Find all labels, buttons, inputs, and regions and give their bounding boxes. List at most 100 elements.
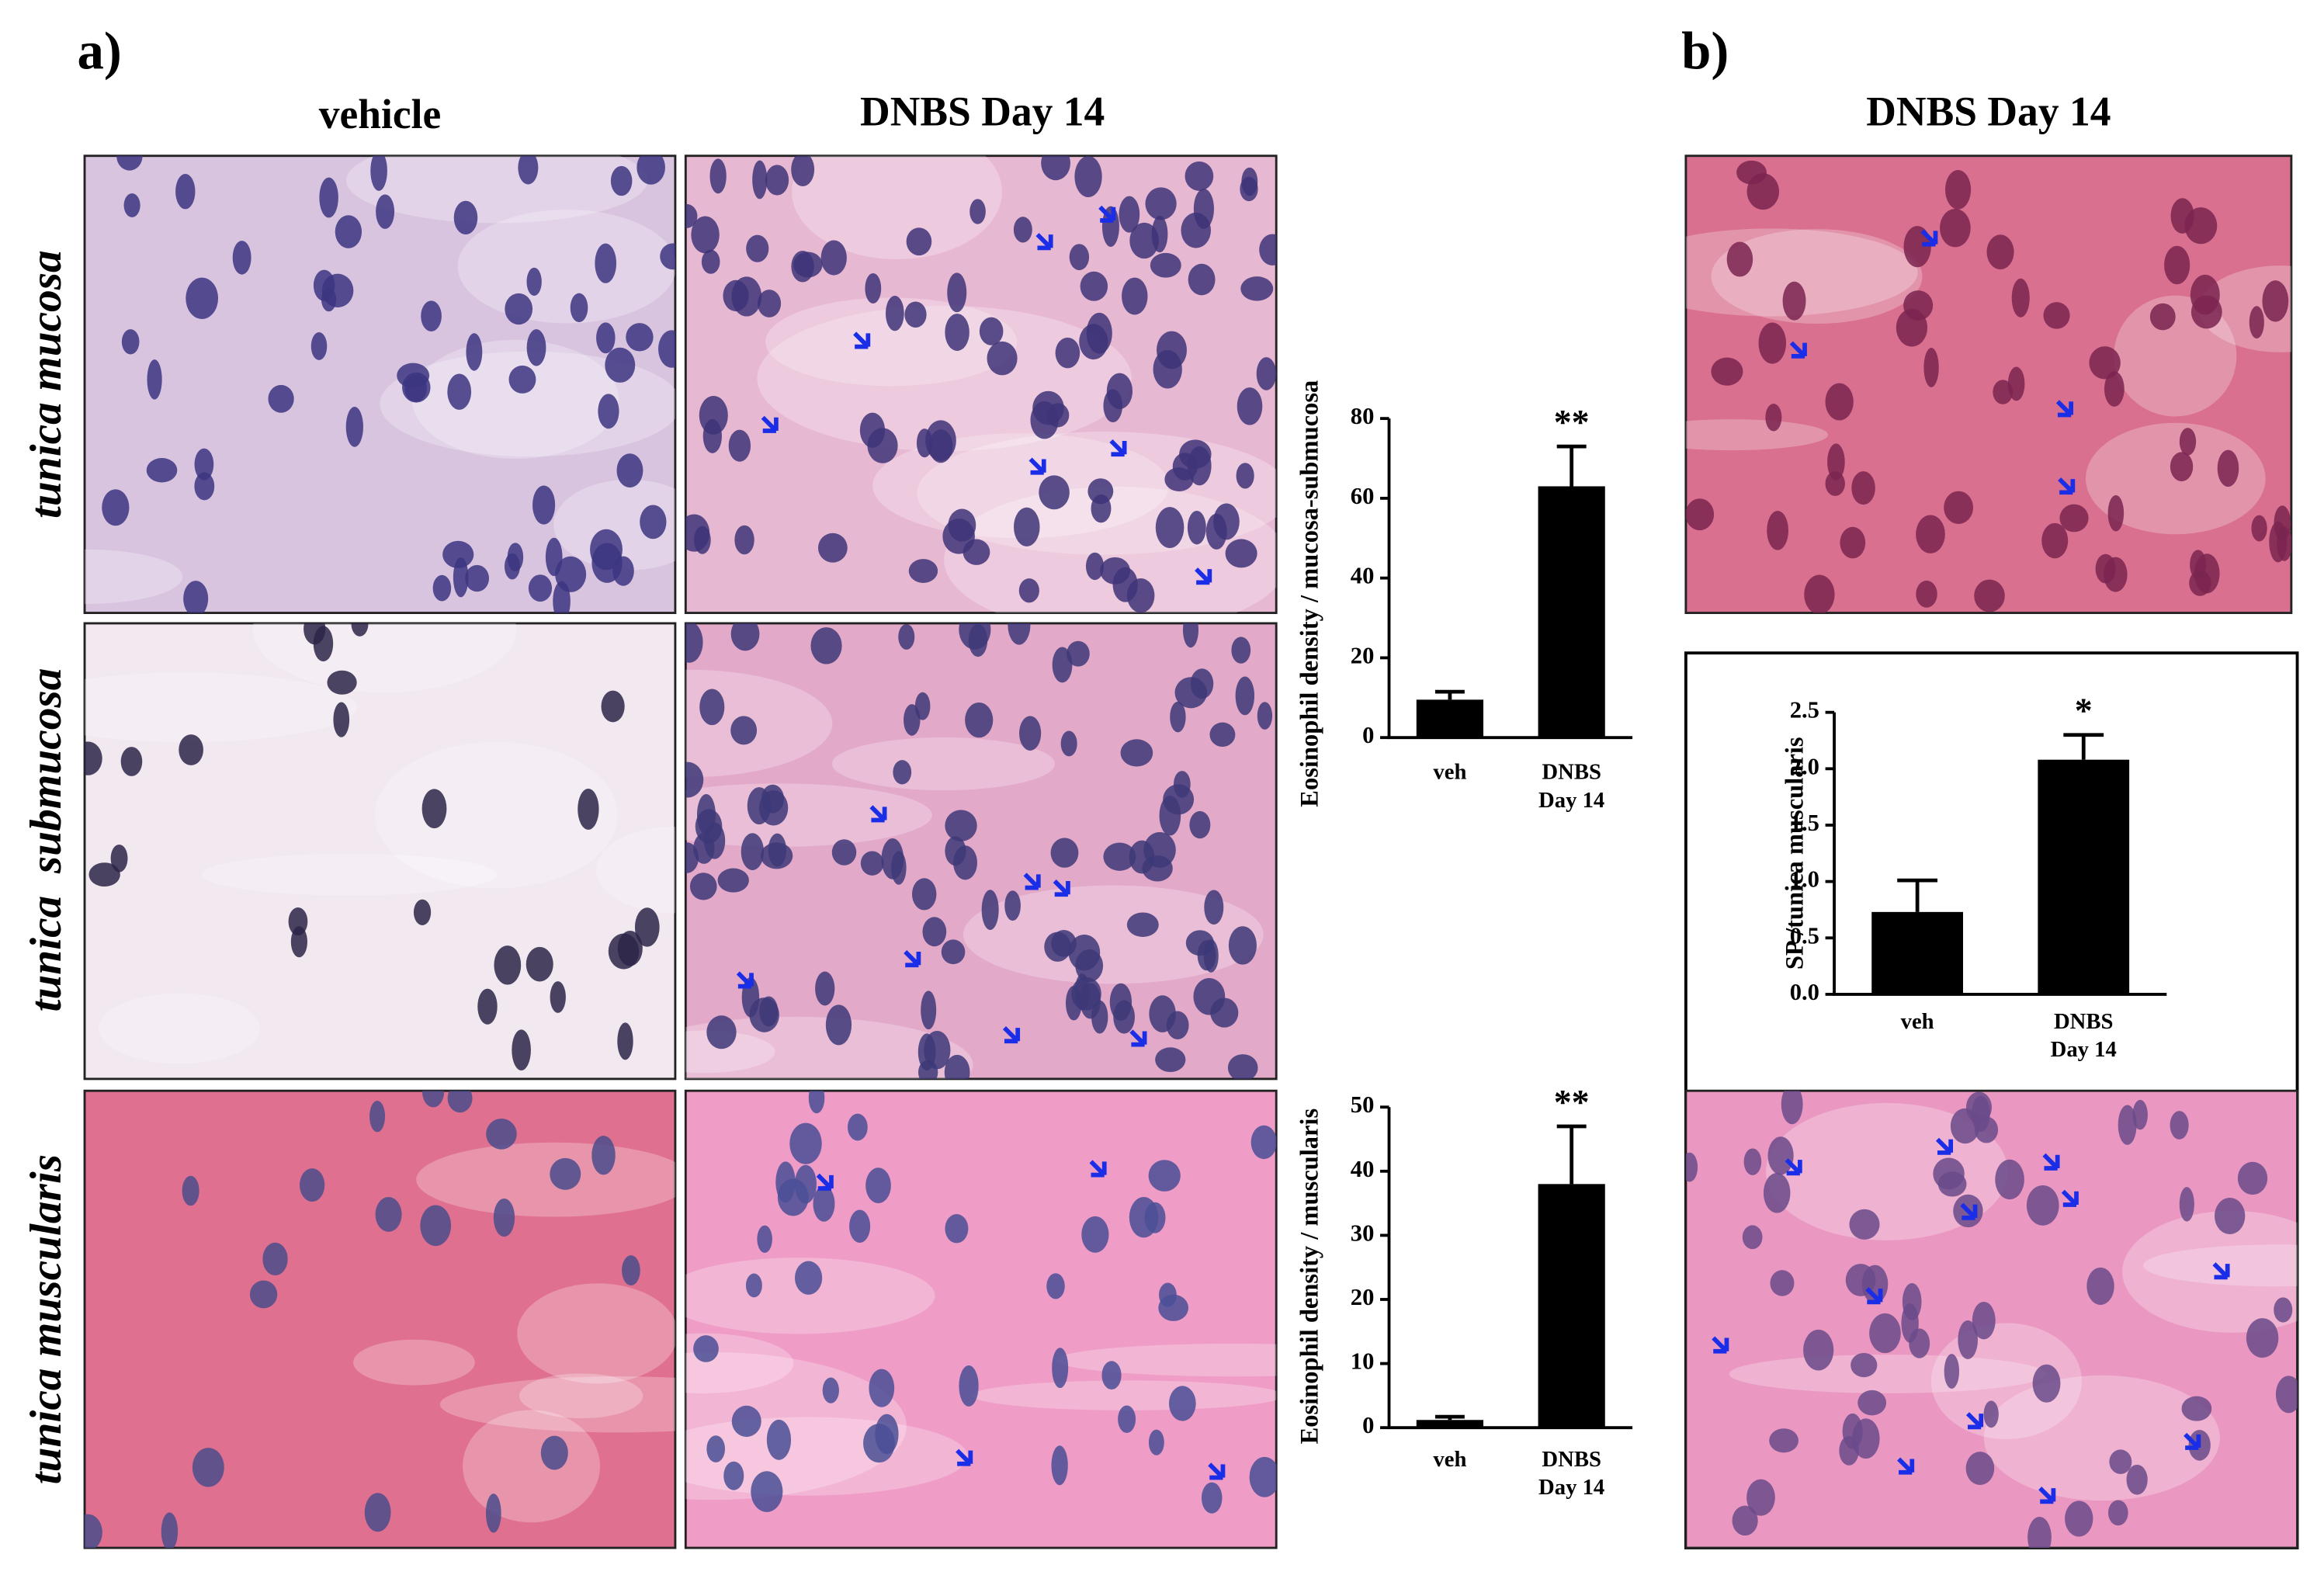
- nucleus: [351, 623, 369, 637]
- nucleus: [723, 279, 749, 312]
- nucleus: [1857, 1389, 1887, 1416]
- y-axis-label: SP /tunica muscularis: [1781, 737, 1809, 970]
- nucleus: [867, 428, 898, 463]
- nucleus: [626, 323, 654, 352]
- nucleus: [847, 1113, 868, 1141]
- nucleus: [1044, 932, 1071, 962]
- tissue: [1685, 1091, 2298, 1549]
- arrow: [2042, 1153, 2060, 1171]
- nucleus: [757, 1225, 772, 1253]
- nucleus: [831, 839, 857, 866]
- nucleus: [860, 851, 884, 876]
- nucleus: [1972, 1301, 1996, 1340]
- nucleus: [706, 1015, 737, 1049]
- nucleus: [1041, 155, 1070, 181]
- tissue-band: [685, 1351, 907, 1500]
- tissue-band: [2122, 1210, 2298, 1333]
- tissue-band: [517, 1283, 675, 1384]
- tissue: [685, 1091, 1277, 1514]
- nucleus: [979, 317, 1004, 345]
- nucleus: [2007, 366, 2025, 401]
- x-tick-box: DNBS Day 14: [1538, 1448, 1604, 1500]
- nucleus: [1112, 567, 1138, 602]
- nucleus: [1201, 1482, 1223, 1514]
- nucleus: [945, 314, 969, 351]
- nucleus: [1118, 1405, 1136, 1433]
- nucleus: [1767, 1136, 1794, 1175]
- tissue-band: [685, 1016, 973, 1079]
- nucleus: [335, 215, 362, 248]
- nucleus: [987, 341, 1018, 376]
- nucleus: [2107, 494, 2125, 532]
- nucleus: [881, 838, 904, 879]
- x-tick-label: veh: [1433, 1448, 1467, 1473]
- nucleus: [1182, 623, 1198, 648]
- nucleus: [397, 363, 430, 388]
- bar: [1416, 1420, 1484, 1428]
- nucleus: [1050, 838, 1079, 868]
- nucleus: [1018, 578, 1039, 603]
- nucleus: [917, 1033, 936, 1070]
- nucleus: [1746, 1479, 1775, 1516]
- nucleus: [2026, 1185, 2059, 1226]
- arrow: [761, 415, 779, 433]
- nucleus: [1944, 491, 1974, 525]
- row-label: tunica submucosa: [22, 668, 71, 1012]
- nucleus: [1250, 1125, 1277, 1160]
- nucleus: [959, 1365, 979, 1407]
- nucleus: [1944, 1354, 1960, 1389]
- nucleus: [717, 868, 749, 893]
- nucleus: [1965, 1452, 1995, 1485]
- nucleus: [1958, 1320, 1979, 1359]
- nucleus: [505, 293, 533, 325]
- nucleus: [1781, 1091, 1803, 1125]
- nucleus: [2262, 280, 2289, 322]
- nucleus: [822, 1377, 839, 1403]
- nucleus: [691, 216, 720, 254]
- nucleus: [1187, 510, 1206, 545]
- arrow: [1712, 1336, 1729, 1354]
- nucleus: [794, 1261, 823, 1295]
- nucleus: [1896, 308, 1928, 347]
- panel-label: a): [77, 21, 121, 80]
- nucleus: [1767, 511, 1788, 550]
- nucleus: [570, 293, 588, 323]
- y-tick-label: 40: [1351, 563, 1375, 589]
- nucleus: [528, 574, 553, 602]
- tissue-band: [596, 826, 675, 914]
- nucleus: [1804, 574, 1835, 613]
- nucleus: [1974, 579, 2005, 612]
- nucleus: [1903, 226, 1931, 268]
- y-tick-label: 80: [1351, 403, 1375, 429]
- nucleus: [1148, 1160, 1181, 1192]
- tissue-band: [831, 737, 1056, 791]
- nucleus: [709, 158, 727, 194]
- y-tick-label: 1.0: [1790, 866, 1819, 893]
- nucleus: [486, 1119, 517, 1150]
- nucleus: [553, 581, 571, 613]
- nucleus: [947, 272, 967, 313]
- nucleus: [731, 1405, 761, 1438]
- tissue-band: [439, 1376, 675, 1433]
- nucleus: [942, 519, 975, 554]
- arrow: [2061, 1189, 2079, 1207]
- y-axis-label: Eosinophil density / muscularis: [1296, 1108, 1324, 1445]
- nucleus: [2179, 428, 2197, 456]
- nucleus: [699, 689, 725, 726]
- nucleus: [1237, 387, 1263, 425]
- nucleus: [2041, 522, 2069, 559]
- nucleus: [194, 448, 214, 480]
- nucleus: [2011, 278, 2030, 317]
- nucleus: [422, 1091, 445, 1108]
- tissue: [685, 155, 1277, 613]
- nucleus: [345, 407, 363, 447]
- nucleus: [194, 472, 215, 501]
- nucleus: [815, 971, 835, 1006]
- nucleus: [685, 203, 698, 228]
- nucleus: [1685, 498, 1715, 531]
- x-tick-box: DNBS Day 14: [1538, 762, 1604, 813]
- nucleus: [186, 277, 219, 319]
- nucleus: [1974, 1116, 1999, 1143]
- nucleus: [2027, 1517, 2052, 1549]
